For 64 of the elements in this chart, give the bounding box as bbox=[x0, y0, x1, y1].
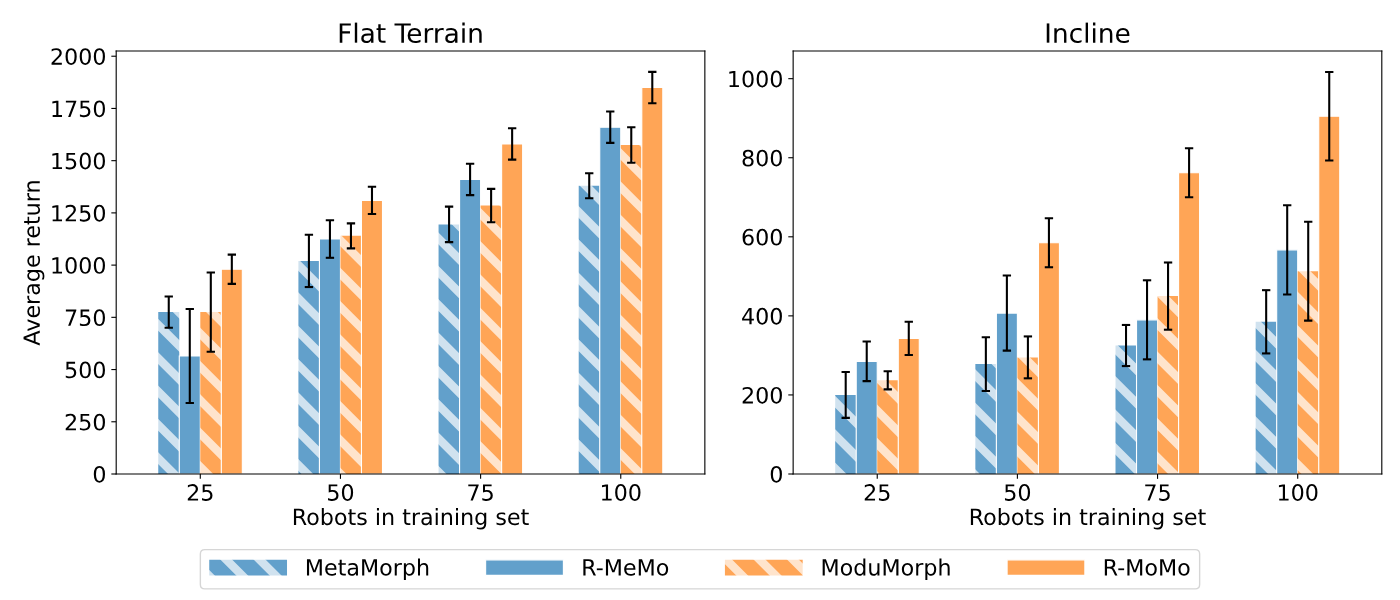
bar bbox=[459, 178, 482, 474]
bar bbox=[360, 199, 384, 474]
bar bbox=[220, 268, 243, 474]
bar bbox=[1157, 296, 1179, 474]
x-tick-label: 100 bbox=[601, 484, 641, 501]
y-tick-label: 500 bbox=[65, 361, 105, 379]
y-tick-label: 1500 bbox=[52, 152, 105, 170]
bar bbox=[599, 126, 622, 474]
y-tick-label: 600 bbox=[742, 228, 782, 246]
bar bbox=[1115, 345, 1137, 474]
chart-title: Flat Terrain bbox=[339, 22, 482, 44]
y-tick-label: 200 bbox=[742, 386, 782, 404]
bar bbox=[438, 224, 460, 474]
bar bbox=[158, 312, 180, 474]
y-tick-label: 800 bbox=[742, 149, 782, 167]
legend-label: MetaMorph bbox=[306, 558, 429, 580]
x-tick-label: 100 bbox=[1278, 484, 1318, 501]
bar bbox=[877, 380, 899, 474]
bar bbox=[1318, 115, 1341, 474]
y-tick-label: 2000 bbox=[51, 48, 105, 65]
bar bbox=[1037, 242, 1060, 474]
x-tick-label: 50 bbox=[1004, 484, 1031, 501]
bar bbox=[1255, 321, 1277, 474]
y-tick-label: 1000 bbox=[52, 257, 105, 274]
bar bbox=[995, 312, 1018, 474]
bar bbox=[501, 143, 524, 474]
x-tick-label: 50 bbox=[328, 484, 354, 501]
bar bbox=[578, 185, 600, 474]
x-tick-label: 25 bbox=[864, 484, 890, 501]
x-tick-label: 75 bbox=[468, 484, 493, 501]
y-tick-label: 1250 bbox=[52, 204, 105, 222]
x-tick-label: 75 bbox=[1145, 484, 1170, 501]
bar bbox=[1017, 357, 1039, 474]
y-tick-label: 250 bbox=[65, 413, 105, 431]
legend-label: R-MeMo bbox=[583, 559, 669, 576]
y-axis-title: Average return bbox=[23, 181, 45, 346]
y-tick-label: 750 bbox=[65, 309, 105, 327]
bar bbox=[1135, 319, 1159, 474]
x-tick-label: 25 bbox=[187, 484, 213, 501]
bar bbox=[298, 260, 320, 474]
bar bbox=[855, 360, 878, 474]
bar bbox=[1178, 172, 1201, 474]
bar bbox=[897, 337, 920, 474]
bar bbox=[835, 394, 857, 474]
bar bbox=[318, 238, 342, 474]
bar bbox=[1276, 249, 1299, 474]
chart-title: Incline bbox=[1046, 22, 1130, 44]
bar bbox=[178, 355, 201, 474]
bar bbox=[480, 205, 502, 474]
bar bbox=[620, 145, 642, 474]
bar bbox=[641, 87, 664, 474]
y-tick-label: 1000 bbox=[729, 70, 782, 88]
y-tick-label: 0 bbox=[93, 465, 105, 483]
y-tick-label: 0 bbox=[770, 465, 782, 483]
x-axis-title: Robots in training set bbox=[970, 508, 1206, 530]
x-axis-title: Robots in training set bbox=[293, 508, 529, 530]
legend-label: R-MoMo bbox=[1104, 559, 1190, 576]
legend-label: ModuMorph bbox=[822, 558, 950, 580]
y-tick-label: 1750 bbox=[52, 100, 105, 118]
bar bbox=[340, 235, 362, 474]
y-tick-label: 400 bbox=[742, 307, 782, 325]
bar bbox=[200, 312, 222, 474]
bar bbox=[975, 364, 997, 474]
bar bbox=[1297, 271, 1319, 474]
